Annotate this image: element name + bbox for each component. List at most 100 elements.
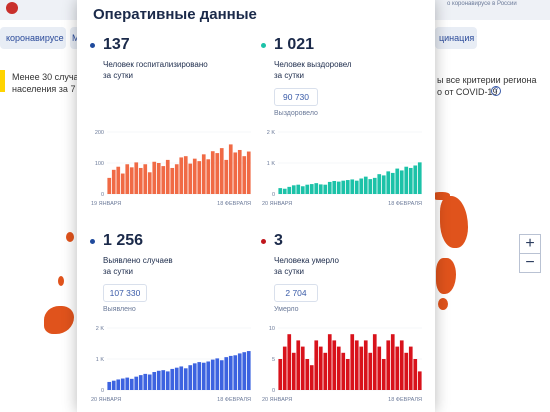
x-tick-label-start: 20 ЯНВАРЯ: [262, 397, 292, 403]
stat-description-line1: Человек госпитализировано: [103, 60, 208, 69]
stat-description-line2: за сутки: [274, 71, 304, 80]
zoom-in-button[interactable]: +: [519, 234, 541, 254]
chart-bar: [174, 367, 179, 390]
chart-bar: [246, 151, 251, 194]
chart-bar: [291, 185, 296, 194]
chart-bar: [323, 184, 328, 194]
chart-bar: [210, 359, 215, 390]
total-label: Выявлено: [103, 306, 136, 313]
nav-coronavirus[interactable]: коронавирусе ▾: [0, 27, 66, 49]
y-tick-label: 0: [101, 192, 104, 198]
chart-bar: [161, 370, 166, 390]
total-label: Умерло: [274, 306, 299, 313]
chart-bar: [116, 379, 121, 390]
chart-bar: [318, 346, 323, 390]
stat-panel-cases: 1 256 Выявлено случаев за сутки 107 330 …: [89, 232, 264, 412]
chart-bar: [179, 157, 184, 194]
chart-bar: [341, 180, 346, 194]
bullet-dot-icon: [261, 43, 266, 48]
x-tick-label-end: 18 ФЕВРАЛЯ: [217, 201, 251, 207]
chart-bar: [165, 371, 170, 390]
chart-bar: [386, 171, 391, 194]
notice-right: ы все критерии региона о от COVID-19: [437, 74, 537, 98]
nav-second[interactable]: М: [70, 27, 80, 49]
chart-bar: [143, 373, 148, 390]
chart-bar: [219, 360, 224, 390]
y-tick-label: 1 K: [96, 357, 105, 363]
y-tick-label: 2 K: [96, 326, 105, 332]
chart-bar: [116, 166, 121, 194]
site-logo-icon[interactable]: [6, 2, 18, 14]
total-value-badge: 107 330: [103, 284, 147, 302]
map-region[interactable]: [66, 232, 74, 242]
nav-vaccination[interactable]: цинация ▾: [435, 27, 477, 49]
chart-bar: [363, 176, 368, 194]
top-bar-link[interactable]: о коронавирусе в России: [447, 1, 517, 7]
chart-bar: [179, 366, 184, 390]
chart-bar: [296, 184, 301, 194]
chart-bar: [327, 181, 332, 194]
chart-bar: [228, 144, 233, 194]
map-region[interactable]: [432, 192, 450, 200]
map-region[interactable]: [44, 306, 74, 334]
map-region[interactable]: [436, 258, 456, 294]
x-tick-label-end: 18 ФЕВРАЛЯ: [388, 201, 422, 207]
stat-description-line2: за сутки: [103, 267, 133, 276]
chart-bar: [314, 183, 319, 194]
operational-data-modal: Оперативные данные 137 Человек госпитали…: [77, 0, 435, 412]
chart-bar: [111, 169, 116, 194]
chart-bar: [377, 174, 382, 194]
chart-bar: [300, 186, 305, 194]
chart-bar: [129, 378, 134, 390]
chart-bar: [305, 359, 310, 390]
chart-bar: [125, 377, 130, 390]
chart-bar: [381, 359, 386, 390]
chart-bar: [147, 172, 152, 194]
hospitalized-chart[interactable]: 200 100 0 19 ЯНВАРЯ 18 ФЕВРАЛЯ: [89, 128, 255, 208]
total-value-badge: 90 730: [274, 88, 318, 106]
stat-description: Человек госпитализировано за сутки: [103, 59, 253, 81]
y-tick-label: 0: [272, 388, 275, 394]
y-tick-label: 200: [95, 130, 104, 136]
chart-bar: [381, 175, 386, 194]
map-region[interactable]: [440, 196, 468, 248]
zoom-out-button[interactable]: −: [519, 253, 541, 273]
chart-bar: [156, 163, 161, 194]
chart-bar: [336, 181, 341, 194]
chart-bar: [210, 151, 215, 194]
notice-left: Менее 30 случаев населения за 7 су: [12, 71, 88, 95]
chart-bar: [111, 380, 116, 390]
chart-bar: [314, 340, 319, 390]
recovered-chart[interactable]: 2 K 1 K 0 20 ЯНВАРЯ 18 ФЕВРАЛЯ: [260, 128, 426, 208]
chart-bar: [138, 375, 143, 390]
help-icon[interactable]: ?: [491, 86, 501, 96]
y-tick-label: 0: [101, 388, 104, 394]
x-tick-label-start: 19 ЯНВАРЯ: [91, 201, 121, 207]
stat-description-line2: за сутки: [274, 267, 304, 276]
chart-bar: [219, 148, 224, 194]
stat-panel-hospitalized: 137 Человек госпитализировано за сутки 2…: [89, 36, 264, 226]
x-tick-label-start: 20 ЯНВАРЯ: [262, 201, 292, 207]
chart-bar: [332, 180, 337, 194]
x-tick-label-end: 18 ФЕВРАЛЯ: [217, 397, 251, 403]
chart-bar: [399, 170, 404, 194]
chart-bar: [332, 340, 337, 390]
chart-bar: [242, 352, 247, 390]
chart-bar: [395, 168, 400, 194]
chart-bar: [215, 358, 220, 390]
map-region[interactable]: [438, 298, 448, 310]
chart-bar: [192, 158, 197, 194]
chart-bar: [125, 164, 130, 194]
chart-bar: [134, 376, 139, 390]
cases-chart[interactable]: 2 K 1 K 0 20 ЯНВАРЯ 18 ФЕВРАЛЯ: [89, 324, 255, 404]
deaths-chart[interactable]: 10 5 0 20 ЯНВАРЯ 18 ФЕВРАЛЯ: [260, 324, 426, 404]
notice-right-line2: о от COVID-19: [437, 87, 498, 97]
chart-bar: [120, 378, 125, 390]
chart-bar: [170, 368, 175, 390]
chart-bar: [107, 177, 112, 194]
bullet-dot-icon: [261, 239, 266, 244]
chart-bar: [390, 334, 395, 390]
stat-description-line1: Человека умерло: [274, 256, 339, 265]
map-region[interactable]: [58, 276, 64, 286]
chart-bar: [143, 164, 148, 194]
